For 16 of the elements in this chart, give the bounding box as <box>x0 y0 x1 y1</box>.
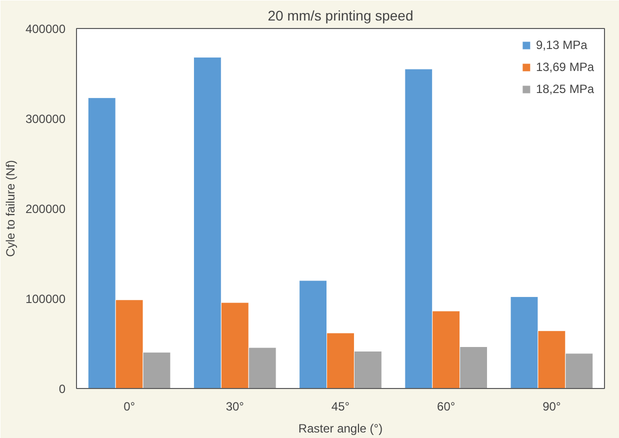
x-tick-label: 45° <box>331 400 350 414</box>
x-tick-label: 60° <box>437 400 456 414</box>
y-tick-label: 0 <box>58 382 66 396</box>
legend-label: 13,69 MPa <box>536 60 594 74</box>
legend-label: 9,13 MPa <box>536 38 588 52</box>
chart-title: 20 mm/s printing speed <box>268 8 414 24</box>
x-axis-title: Raster angle (°) <box>298 422 383 436</box>
y-axis-title: Cyle to failure (Nf) <box>3 160 18 257</box>
y-tick-label: 400000 <box>25 22 66 36</box>
y-tick-label: 300000 <box>25 112 66 126</box>
legend-label: 18,25 MPa <box>536 82 594 96</box>
y-tick-label: 100000 <box>25 292 66 306</box>
x-tick-label: 90° <box>542 400 561 414</box>
x-tick-label: 30° <box>226 400 244 414</box>
y-tick-label: 200000 <box>25 202 66 216</box>
x-tick-label: 0° <box>124 400 136 414</box>
